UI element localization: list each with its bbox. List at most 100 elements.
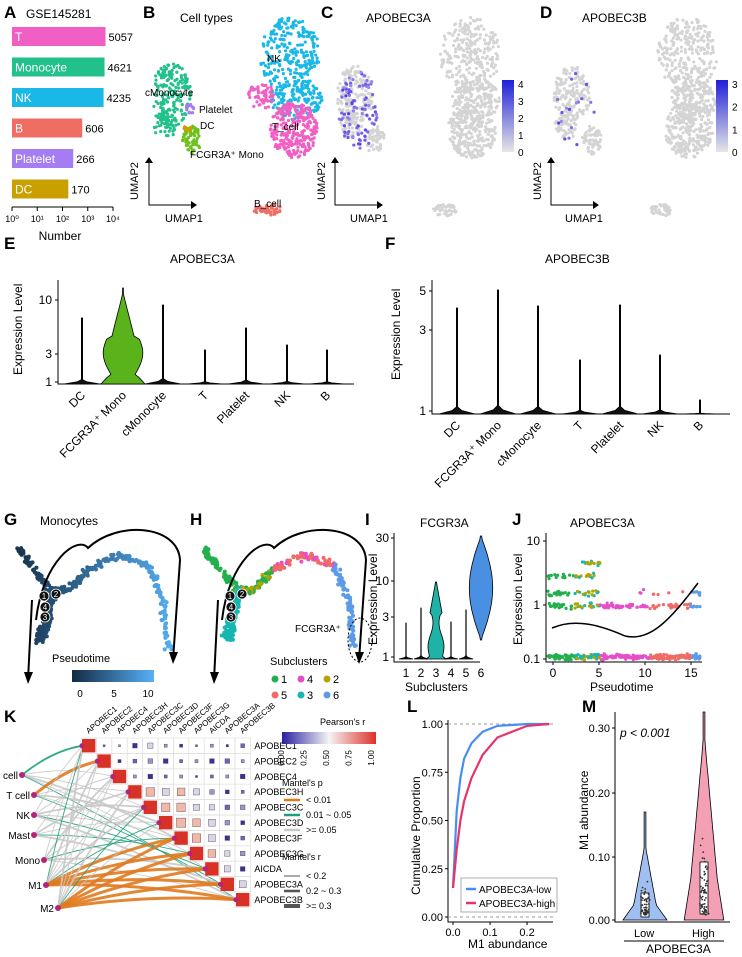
cell-point (487, 110, 492, 115)
cell-point (565, 657, 569, 662)
cell-point (684, 152, 689, 156)
cell-point (477, 77, 482, 81)
cell-point (674, 99, 678, 103)
expressing-cell (363, 82, 368, 86)
cell-point (641, 588, 646, 592)
axis-arrows (145, 157, 197, 209)
cell-point (316, 107, 320, 112)
cell-point (36, 627, 41, 632)
tick-label: 0 (550, 666, 557, 680)
cell-point (588, 124, 592, 129)
cell-point (111, 552, 116, 557)
mantel-link (57, 791, 130, 909)
cell-point (351, 628, 356, 633)
cell-point (709, 39, 713, 43)
cell-point (699, 109, 703, 114)
cell-point (266, 57, 271, 62)
category-label: T (571, 418, 587, 434)
cell-point (581, 108, 586, 113)
cell-point (674, 91, 678, 95)
tick-label: 10³ (81, 214, 94, 224)
mantel-link (45, 776, 115, 886)
expressing-cell (355, 126, 359, 130)
colorbar-tick: 0 (77, 689, 83, 700)
cell-point (319, 95, 324, 99)
cell-point (674, 109, 679, 113)
cell-point (255, 206, 259, 210)
tick-label: 10 (39, 293, 53, 307)
cell-point (661, 212, 665, 217)
cell-point (196, 127, 200, 132)
cell-point (469, 92, 474, 97)
cell-point (684, 41, 688, 45)
cell-point (683, 50, 688, 54)
cell-point (582, 93, 586, 97)
cell-point (692, 122, 696, 126)
cell-point (251, 88, 255, 92)
expressing-cell (344, 94, 348, 98)
cell-point (164, 115, 168, 119)
umap-axes (148, 158, 196, 206)
cell-point (218, 566, 223, 571)
cell-point (684, 103, 688, 107)
cell-point (469, 84, 473, 88)
panel-label-c: C (321, 3, 333, 22)
cell-point (191, 132, 195, 136)
cell-point (698, 590, 702, 595)
cell-point (710, 131, 715, 135)
cell-point (273, 37, 277, 41)
cell-point (676, 51, 680, 56)
cell-point (40, 629, 45, 634)
cell-point (164, 66, 169, 71)
cell-point (473, 111, 477, 115)
cell-point (159, 76, 164, 80)
cell-point (605, 656, 609, 661)
cell-point (581, 82, 586, 86)
cell-point (338, 579, 343, 584)
cell-point (602, 654, 607, 658)
cell-point (490, 31, 495, 35)
cell-point (292, 113, 296, 117)
cell-point (683, 48, 687, 52)
cell-point (554, 90, 558, 94)
cell-point (685, 66, 689, 70)
cell-point (258, 206, 262, 210)
cell-point (574, 653, 578, 658)
tick-label: 5 (419, 284, 426, 298)
correlation-matrix (80, 737, 251, 908)
cell-point (287, 41, 292, 45)
cell-point (478, 33, 483, 37)
cell-point (671, 43, 675, 47)
cell-point (438, 212, 442, 216)
cell-point (302, 138, 307, 142)
cell-point (275, 137, 279, 141)
cell-point (553, 121, 557, 125)
cell-point (674, 85, 678, 90)
legend-label: 1 (281, 674, 287, 686)
cell-point (447, 69, 451, 74)
cell-point (48, 597, 53, 602)
cell-point (375, 146, 379, 151)
cell-point (670, 61, 674, 65)
cell-point (707, 89, 711, 93)
cell-point (573, 606, 577, 610)
cell-point (300, 143, 305, 147)
cell-point (282, 44, 286, 48)
cell-point (142, 562, 147, 567)
cell-point (162, 65, 166, 69)
cell-point (678, 68, 682, 73)
cell-point (484, 33, 488, 37)
cell-point (690, 107, 694, 111)
violin (144, 304, 182, 385)
label-platelet: Platelet (199, 105, 233, 116)
cell-point (663, 37, 667, 41)
cell-point (295, 85, 299, 89)
cell-point (286, 150, 290, 154)
cell-point (455, 73, 459, 77)
cell-point (287, 61, 291, 65)
cell-point (455, 144, 459, 148)
cell-point (676, 74, 681, 78)
cell-point (660, 47, 665, 51)
